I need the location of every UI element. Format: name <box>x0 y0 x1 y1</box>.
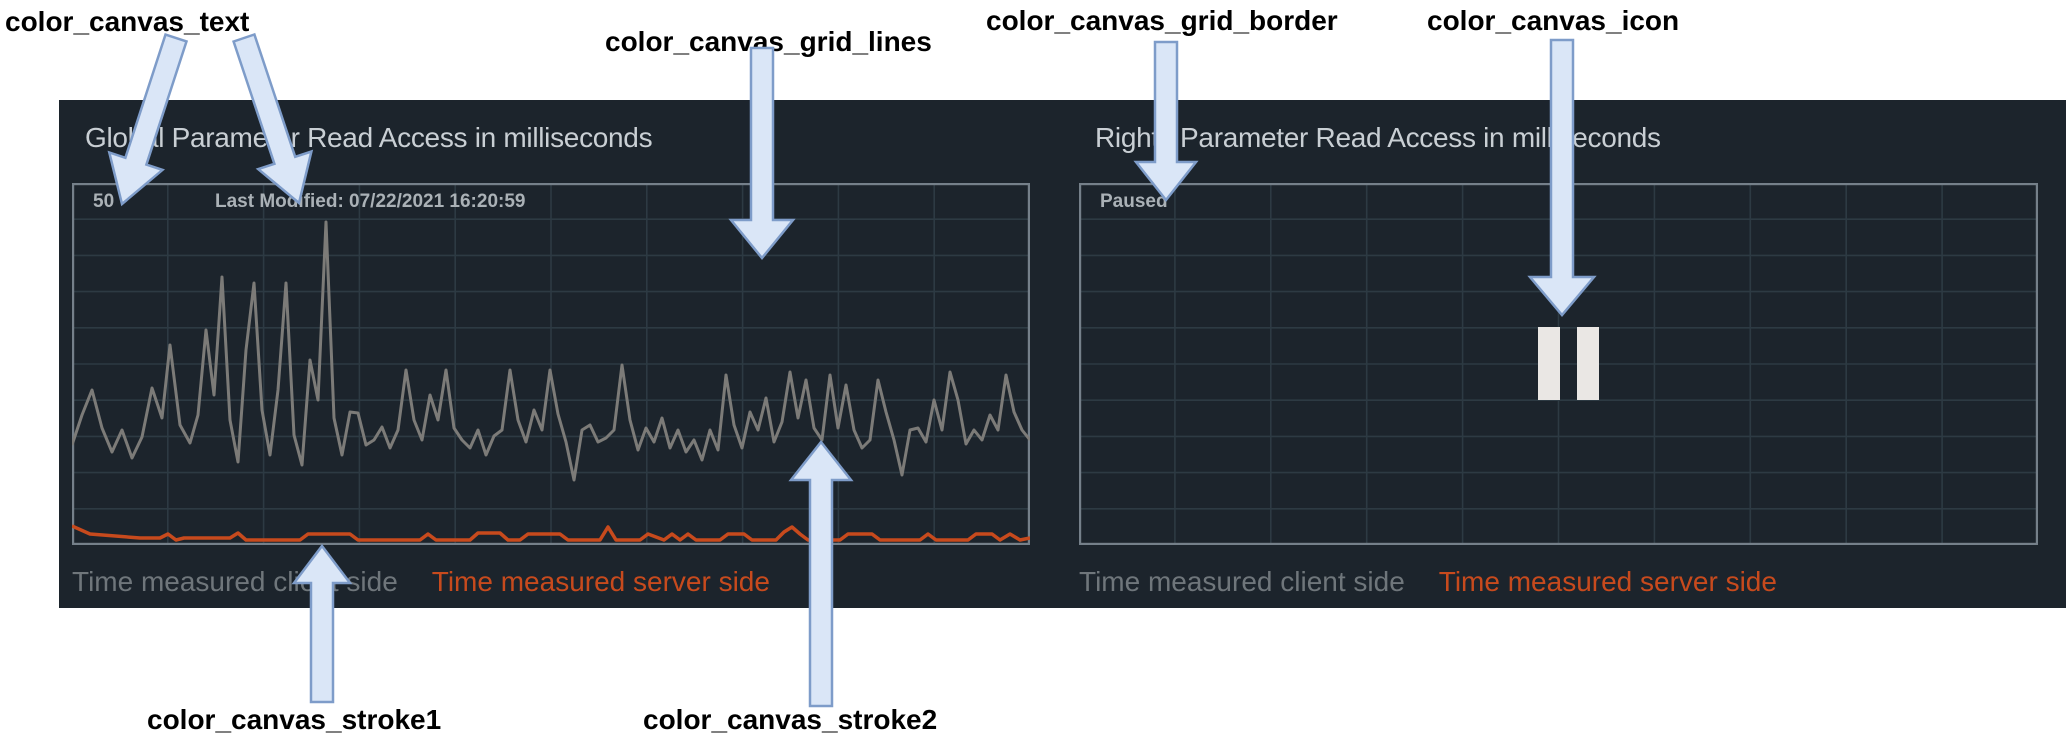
right-chart-title: Rights Parameter Read Access in millisec… <box>1095 122 1661 153</box>
legend-client-side: Time measured client side <box>72 566 398 597</box>
y-axis-max-label: 50 <box>93 191 115 212</box>
series-canvas_stroke2 <box>72 220 1030 482</box>
right-chart-plot-area[interactable]: Paused <box>1079 183 2038 545</box>
pause-icon-bar-right <box>1577 327 1599 400</box>
left-chart-title: Global Parameter Read Access in millisec… <box>85 122 653 153</box>
paused-status-label: Paused <box>1100 191 1168 212</box>
legend-server-side: Time measured server side <box>431 566 770 597</box>
series-canvas_stroke1 <box>72 524 1030 542</box>
annotation-label-grid-lines: color_canvas_grid_lines <box>605 26 932 57</box>
dashboard-canvas: Global Parameter Read Access in millisec… <box>59 100 2066 608</box>
left-chart-grid <box>72 183 1030 545</box>
annotation-label-icon: color_canvas_icon <box>1427 5 1680 36</box>
annotation-label-grid-border: color_canvas_grid_border <box>986 5 1338 36</box>
legend-server-side: Time measured server side <box>1438 566 1777 597</box>
legend-client-side: Time measured client side <box>1079 566 1405 597</box>
annotation-label-stroke1: color_canvas_stroke1 <box>147 704 442 735</box>
pause-icon[interactable] <box>1538 327 1599 400</box>
left-chart-legend: Time measured client side Time measured s… <box>72 566 804 600</box>
right-chart-grid <box>1079 183 2038 545</box>
pause-icon-bar-left <box>1538 327 1560 400</box>
annotation-label-stroke2: color_canvas_stroke2 <box>643 704 938 735</box>
annotation-label-canvas-text: color_canvas_text <box>5 6 250 37</box>
last-modified-label: Last Modified: 07/22/2021 16:20:59 <box>215 191 526 212</box>
right-chart-legend: Time measured client side Time measured s… <box>1079 566 1811 600</box>
left-chart-plot-area[interactable]: 50 Last Modified: 07/22/2021 16:20:59 <box>72 183 1030 545</box>
